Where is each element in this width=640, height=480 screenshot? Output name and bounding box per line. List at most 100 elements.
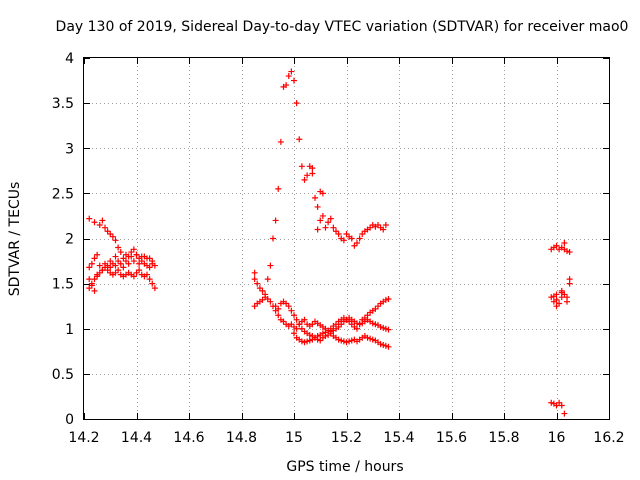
data-point [96, 221, 103, 228]
data-point [314, 226, 321, 233]
data-point [288, 68, 295, 75]
grid-lines [84, 58, 609, 419]
data-point [354, 320, 360, 327]
data-point [293, 316, 300, 323]
data-point [553, 303, 560, 310]
data-point [283, 82, 290, 89]
data-point [322, 224, 329, 231]
series-band-14.85-15.36 [251, 294, 392, 350]
data-point [330, 224, 337, 231]
data-point [298, 163, 305, 170]
data-point [125, 260, 132, 267]
data-point [141, 253, 148, 260]
data-point [94, 251, 101, 258]
data-point [251, 269, 258, 276]
data-point [115, 244, 122, 251]
data-point [309, 170, 316, 177]
data-point [146, 264, 153, 271]
x-tick-labels: 14.2 14.4 14.6 14.8 15 15.2 15.4 15.6 15.8 16 16.2 [68, 430, 624, 446]
data-point [312, 194, 318, 201]
data-point [335, 336, 342, 343]
data-point [283, 300, 290, 307]
data-point [125, 253, 132, 260]
data-point [301, 176, 308, 183]
y-tick-label: 1 [65, 322, 74, 338]
data-point [309, 321, 316, 328]
data-point [123, 258, 129, 265]
data-point [298, 325, 305, 332]
data-point [364, 334, 371, 341]
y-tick-label: 2.5 [52, 186, 74, 202]
data-point [91, 276, 98, 283]
data-point [136, 267, 143, 274]
data-point [107, 258, 114, 265]
data-point [304, 338, 311, 345]
data-point [288, 307, 295, 314]
data-point [359, 230, 366, 237]
x-tick-label: 15.8 [488, 430, 519, 446]
data-point [285, 303, 292, 310]
data-point [385, 343, 392, 350]
data-point [553, 402, 560, 409]
data-point [267, 262, 274, 269]
data-point [375, 221, 381, 228]
data-point [86, 215, 93, 222]
data-point [112, 262, 119, 269]
x-tick-label: 15.4 [383, 430, 414, 446]
data-point [293, 325, 300, 332]
y-axis-label: SDTVAR / TECUs [7, 182, 23, 297]
data-point [264, 295, 271, 302]
data-point [136, 255, 143, 262]
data-point [372, 305, 379, 312]
data-point [280, 318, 287, 325]
data-point [112, 237, 119, 244]
data-point [306, 332, 313, 339]
data-point [146, 276, 153, 283]
data-point [291, 77, 297, 84]
data-point [88, 260, 95, 267]
data-point [151, 285, 158, 292]
data-point [264, 276, 271, 283]
data-point [566, 276, 573, 283]
data-point [133, 251, 140, 258]
x-tick-label: 16 [548, 430, 566, 446]
data-point [301, 316, 308, 323]
data-point [291, 312, 297, 319]
data-point [340, 338, 347, 345]
data-point [354, 240, 360, 247]
data-point [291, 330, 297, 337]
data-point [348, 235, 355, 242]
data-point [564, 248, 570, 255]
data-point [146, 255, 153, 262]
data-point [375, 303, 381, 310]
data-point [267, 298, 274, 305]
data-point [548, 294, 555, 301]
data-point [272, 217, 279, 224]
data-point [107, 230, 114, 237]
data-point [343, 339, 350, 346]
y-tick-label: 1.5 [52, 277, 74, 293]
x-tick-label: 15.6 [436, 430, 467, 446]
data-point [109, 233, 116, 240]
data-point [369, 320, 376, 327]
data-point [275, 305, 282, 312]
y-tick-label: 3.5 [52, 96, 74, 112]
data-point [91, 219, 98, 226]
data-point [561, 291, 568, 298]
data-point [130, 258, 137, 265]
data-point [356, 235, 363, 242]
data-point [104, 228, 111, 235]
data-point [298, 338, 305, 345]
data-point [548, 399, 555, 406]
data-point [86, 264, 93, 271]
data-point [380, 341, 387, 348]
data-point [550, 293, 557, 300]
data-point [306, 337, 313, 344]
data-point [251, 276, 258, 283]
data-point [385, 326, 392, 333]
data-point [136, 260, 143, 267]
plot-frame [83, 57, 610, 420]
data-point [112, 269, 119, 276]
data-point [322, 332, 329, 339]
data-point [251, 303, 258, 310]
